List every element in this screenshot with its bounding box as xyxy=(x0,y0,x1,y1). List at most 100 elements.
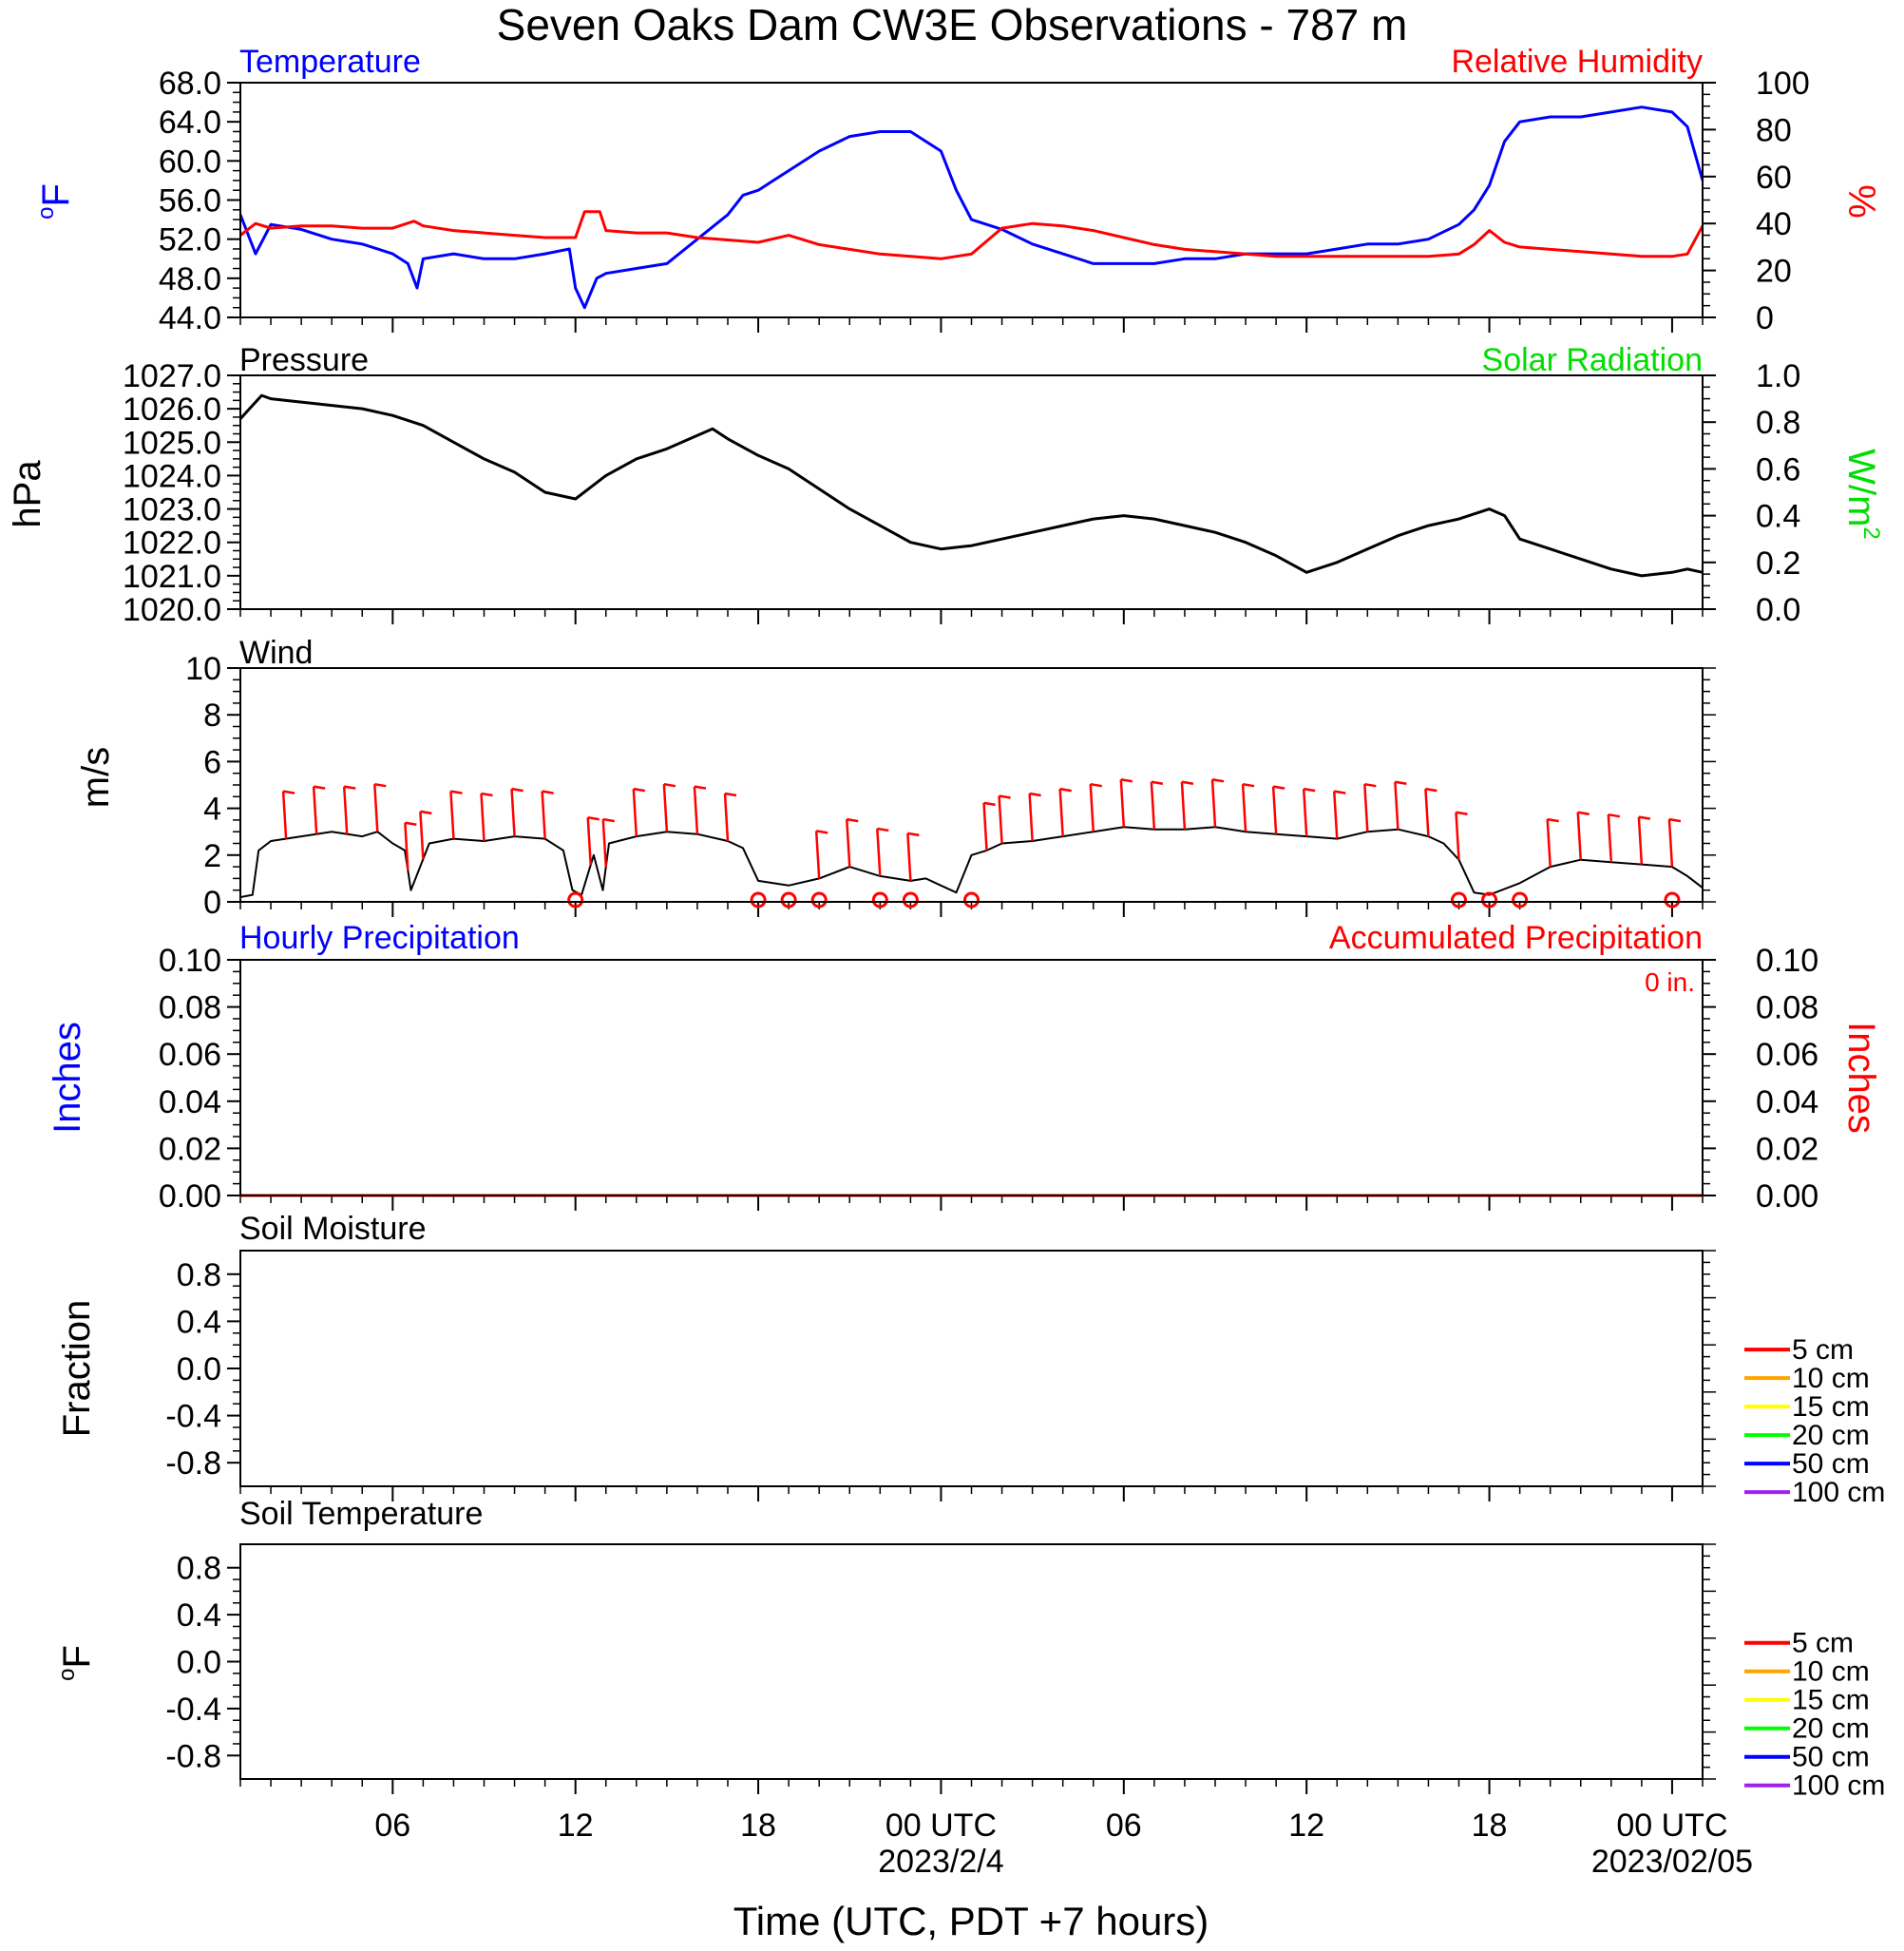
y-right-tick-label: 0.00 xyxy=(1756,1178,1818,1215)
wind-barb-staff xyxy=(814,831,821,879)
wind-barb-staff xyxy=(982,802,988,851)
accum-precip-title: Accumulated Precipitation xyxy=(1329,920,1703,956)
time-axis-title: Time (UTC, PDT +7 hours) xyxy=(733,1899,1209,1943)
y-tick-label: 6 xyxy=(203,744,221,780)
wind-barb-flag xyxy=(1547,817,1559,823)
y-tick-label: 0.10 xyxy=(159,943,221,979)
x-tick-label: 00 UTC xyxy=(885,1808,997,1844)
y-tick-label: 68.0 xyxy=(159,66,221,102)
wind-barb-staff xyxy=(846,819,851,868)
wind-barb-flag xyxy=(511,787,524,793)
accum-precip-total: 0 in. xyxy=(1645,967,1695,997)
temperature-humidity-panel: Temperature Relative Humidity oF % 44.04… xyxy=(33,44,1882,336)
temperature-title: Temperature xyxy=(239,44,421,80)
wind-barb-flag xyxy=(1059,787,1072,793)
pressure-x-ticks xyxy=(239,609,1704,624)
wind-barb-staff xyxy=(1424,789,1430,837)
wind-barb-staff xyxy=(373,784,379,832)
legend-label: 100 cm xyxy=(1792,1770,1885,1802)
degree-symbol: o xyxy=(54,1669,80,1681)
y-tick-label: -0.8 xyxy=(165,1738,221,1774)
y-right-tick-label: 0.08 xyxy=(1756,990,1818,1026)
wind-barb-flag xyxy=(1242,782,1255,788)
soil-moisture-axis-label-group: Fraction xyxy=(56,1300,98,1438)
wind-barb-staff xyxy=(1394,781,1399,830)
y-tick-label: 0.4 xyxy=(177,1597,221,1634)
pressure-axis-label: hPa xyxy=(7,460,48,528)
wind-barb-flag xyxy=(602,817,615,823)
degree-symbol: o xyxy=(33,207,59,220)
y-tick-label: 60.0 xyxy=(159,143,221,180)
y-right-tick-label: 0.02 xyxy=(1756,1131,1818,1167)
wind-barb-staff xyxy=(1363,784,1369,832)
wind-panel-frame xyxy=(239,667,1704,903)
calm-wind-marker xyxy=(1451,891,1467,909)
y-tick-label: 8 xyxy=(203,698,221,734)
y-tick-label: 0.0 xyxy=(177,1351,221,1387)
legend-label: 50 cm xyxy=(1792,1742,1870,1773)
soil-temperature-y-ticks: -0.8 -0.4 0.0 0.4 0.8 xyxy=(165,1551,240,1774)
wind-axis-label: m/s xyxy=(75,747,117,808)
wind-barb-staff xyxy=(1119,779,1126,828)
humidity-y-ticks: 0 20 40 60 80 100 xyxy=(1703,66,1810,336)
calm-wind-marker xyxy=(780,891,797,909)
legend-label: 15 cm xyxy=(1792,1391,1870,1423)
y-right-tick-label: 0 xyxy=(1756,300,1774,336)
wind-barb-flag xyxy=(1151,780,1164,785)
y-tick-label: 0.8 xyxy=(177,1257,221,1293)
accum-precip-axis-label-group: Inches xyxy=(1840,1022,1882,1134)
solar-unit-exponent: 2 xyxy=(1858,526,1884,539)
solar-axis-label-group: W/m2 xyxy=(1840,449,1884,540)
calm-wind-marker xyxy=(871,891,888,909)
wind-barb-flag xyxy=(542,790,554,794)
y-tick-label: 0.8 xyxy=(177,1551,221,1587)
wind-barb-staff xyxy=(1241,784,1247,832)
soil-moisture-panel-frame xyxy=(239,1250,1704,1487)
hourly-precip-axis-label-group: Inches xyxy=(47,1022,88,1134)
y-tick-label: 1020.0 xyxy=(123,592,221,628)
wind-x-ticks xyxy=(239,902,1704,917)
hourly-precip-title: Hourly Precipitation xyxy=(239,920,520,956)
soil-temperature-panel: Soil Temperature oF -0.8 -0.4 0.0 0.4 0.8 5 … xyxy=(54,1496,1885,1802)
wind-barb-flag xyxy=(663,782,676,788)
legend-label: 100 cm xyxy=(1792,1477,1885,1508)
wind-barbs xyxy=(281,778,1682,909)
wind-barb-staff xyxy=(312,786,318,834)
calm-wind-marker xyxy=(750,891,767,909)
y-right-tick-label: 40 xyxy=(1756,206,1792,242)
y-right-tick-label: 0.06 xyxy=(1756,1037,1818,1073)
soil-moisture-title: Soil Moisture xyxy=(239,1211,427,1247)
pressure-y-ticks: 1020.01021.01022.01023.01024.01025.01026… xyxy=(123,358,240,628)
y-tick-label: 1025.0 xyxy=(123,425,221,461)
legend-label: 15 cm xyxy=(1792,1685,1870,1716)
wind-barb-flag xyxy=(907,832,920,837)
wind-barb-staff xyxy=(541,791,546,839)
wind-barb-flag xyxy=(999,794,1011,799)
wind-panel: Wind m/s 0 2 4 6 8 10 xyxy=(75,635,1716,921)
calm-wind-marker xyxy=(567,891,584,909)
y-tick-label: 0.4 xyxy=(177,1304,221,1340)
y-right-tick-label: 0.10 xyxy=(1756,943,1818,979)
wind-barb-flag xyxy=(1334,790,1346,794)
temperature-axis-label: oF xyxy=(33,183,77,220)
wind-barb-staff xyxy=(1333,791,1339,839)
humidity-axis-label: % xyxy=(1840,184,1882,219)
y-tick-label: 1021.0 xyxy=(123,559,221,595)
wind-barb-flag xyxy=(282,790,295,794)
soil-temperature-unit-label: oF xyxy=(54,1645,98,1681)
wind-barb-staff xyxy=(1667,819,1674,868)
y-right-tick-label: 60 xyxy=(1756,160,1792,196)
y-tick-label: -0.8 xyxy=(165,1445,221,1482)
wind-barb-flag xyxy=(405,821,417,827)
soil-moisture-right-ticks xyxy=(1703,1250,1716,1487)
wind-barb-staff xyxy=(1637,816,1644,865)
wind-barb-staff xyxy=(998,795,1003,844)
wind-barb-staff xyxy=(1180,781,1187,830)
wind-barb-staff xyxy=(449,791,455,839)
wind-right-ticks xyxy=(1703,667,1716,903)
wind-barb-flag xyxy=(1668,817,1682,823)
wind-barb-flag xyxy=(633,787,646,793)
wind-barb-staff xyxy=(480,793,486,842)
